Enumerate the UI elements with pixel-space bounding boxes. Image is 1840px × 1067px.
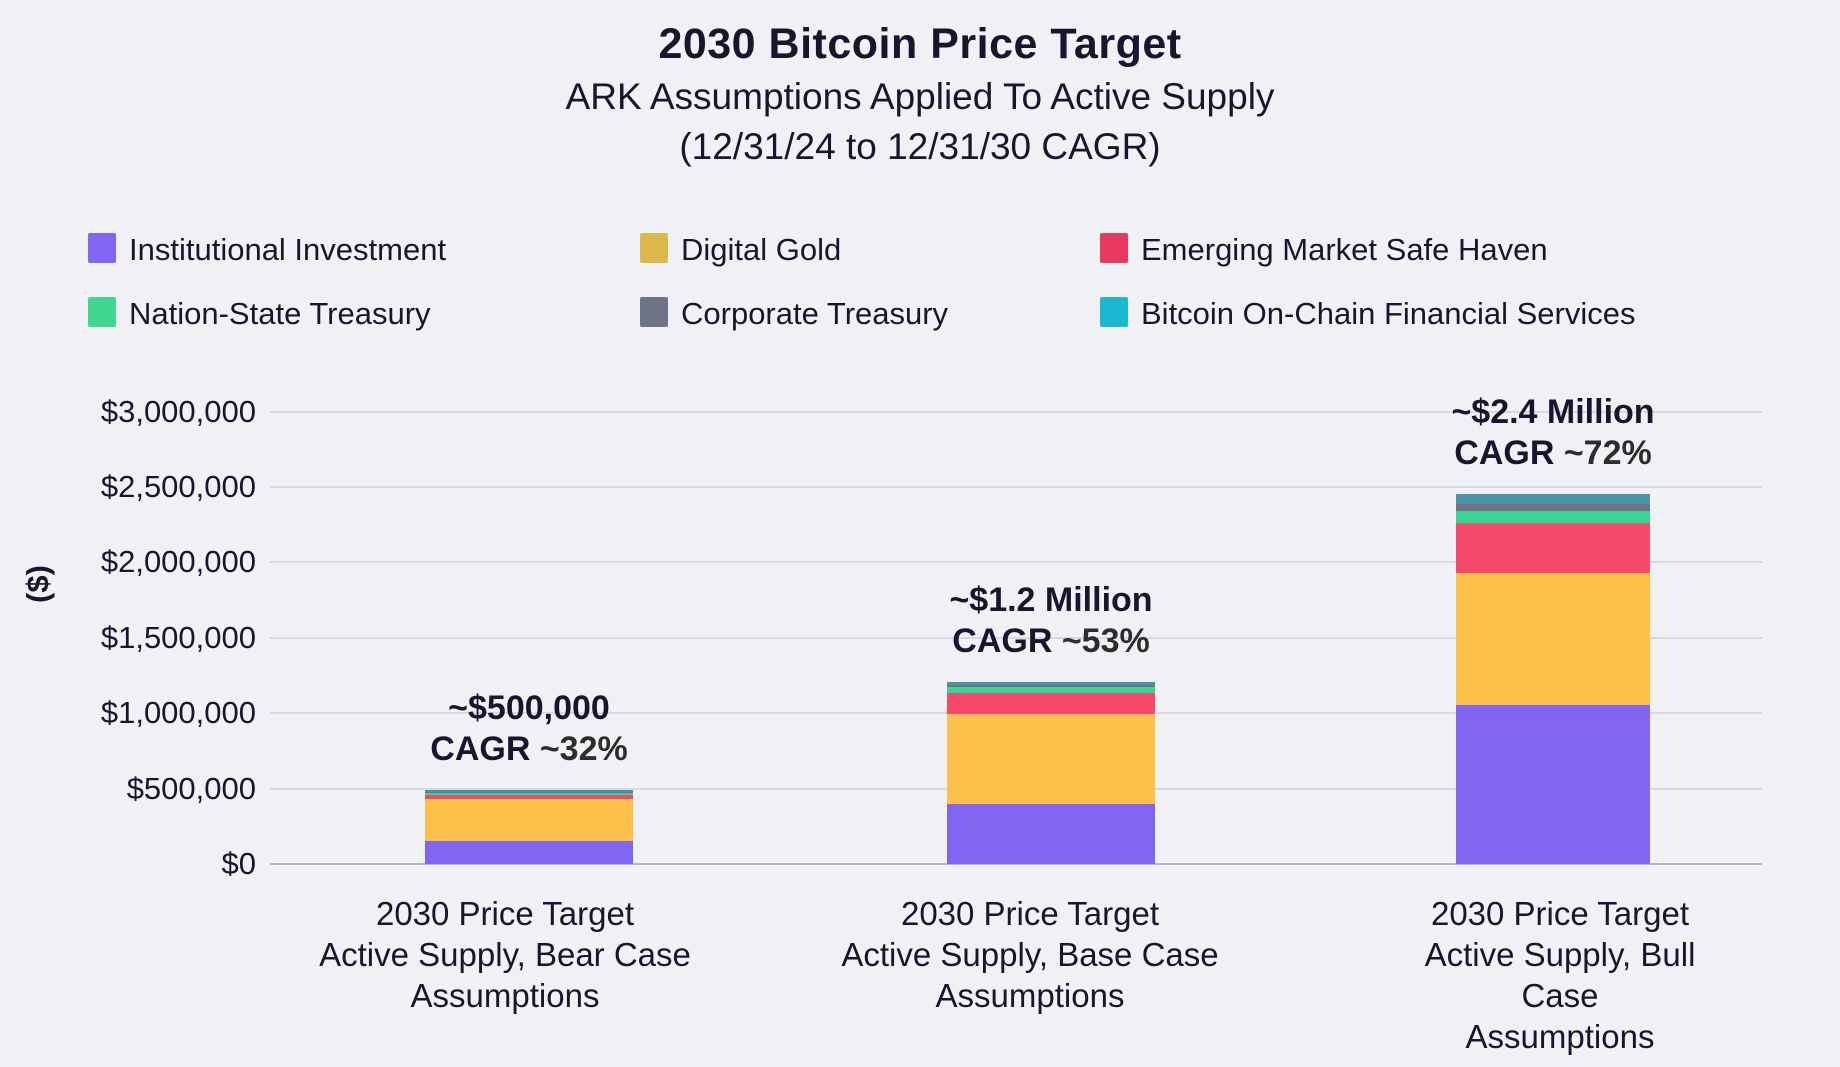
- y-tick-label: $0: [221, 846, 256, 881]
- y-tick-label: $1,500,000: [100, 619, 256, 655]
- bar-segment: [425, 789, 633, 793]
- y-tick-label: $3,000,000: [100, 393, 256, 429]
- x-axis-line: [270, 863, 1762, 865]
- annotation-total: ~$2.4 Million: [1451, 393, 1655, 432]
- legend-swatch-icon: [640, 233, 668, 263]
- bar-segment: [425, 799, 633, 841]
- legend-label: Institutional Investment: [129, 232, 447, 267]
- legend-label: Bitcoin On-Chain Financial Services: [1141, 296, 1636, 331]
- bar-segment: [1456, 523, 1650, 574]
- y-tick-label: $2,500,000: [100, 469, 256, 504]
- legend-swatch-icon: [640, 297, 668, 327]
- bar-segment: [425, 794, 633, 800]
- y-tick-label: $2,000,000: [100, 544, 256, 580]
- legend-label: Digital Gold: [681, 232, 842, 267]
- bar-segment: [425, 792, 633, 794]
- legend-swatch-icon: [88, 297, 116, 327]
- bar-annotation: ~$1.2 Million CAGR ~53%: [949, 580, 1152, 662]
- bar-annotation: ~$2.4 Million CAGR ~72%: [1451, 392, 1654, 474]
- bar-segment: [947, 803, 1155, 864]
- x-tick-label: 2030 Price Target Active Supply, Bear Ca…: [319, 895, 691, 1014]
- annotation-cagr: CAGR ~53%: [952, 622, 1150, 661]
- bar-segment: [425, 793, 633, 795]
- legend-label: Nation-State Treasury: [129, 296, 431, 331]
- annotation-cagr: CAGR ~72%: [1454, 434, 1652, 473]
- chart-subtitle-line2: (12/31/24 to 12/31/30 CAGR): [679, 126, 1161, 167]
- gridline: [270, 561, 1762, 564]
- bar-segment: [1456, 503, 1650, 511]
- gridline: [270, 410, 1762, 413]
- bar-segment: [425, 840, 633, 864]
- x-tick-label: 2030 Price Target Active Supply, Bull Ca…: [1424, 895, 1696, 1055]
- chart-subtitle-line1: ARK Assumptions Applied To Active Supply: [565, 76, 1275, 117]
- bar-segment: [947, 682, 1155, 686]
- bar-annotation: ~$500,000 CAGR ~32%: [430, 688, 627, 770]
- bar-segment: [947, 693, 1155, 714]
- legend-swatch-icon: [1100, 297, 1128, 327]
- gridline: [270, 636, 1762, 639]
- annotation-total: ~$500,000: [448, 688, 610, 727]
- bar-segment: [947, 713, 1155, 804]
- legend-label: Emerging Market Safe Haven: [1141, 232, 1548, 267]
- bar-segment: [1456, 510, 1650, 524]
- bar-segment: [1456, 494, 1650, 504]
- legend-swatch-icon: [1100, 233, 1128, 263]
- gridline: [270, 486, 1762, 488]
- legend-swatch-icon: [88, 233, 116, 263]
- bar-segment: [1456, 573, 1650, 705]
- annotation-total: ~$1.2 Million: [949, 581, 1153, 620]
- bar-segment: [1456, 704, 1650, 864]
- bar-segment: [947, 687, 1155, 694]
- y-tick-label: $500,000: [126, 770, 256, 806]
- bar-segment: [947, 685, 1155, 688]
- x-tick-label: 2030 Price Target Active Supply, Base Ca…: [841, 895, 1219, 1014]
- annotation-cagr: CAGR ~32%: [430, 729, 628, 768]
- y-tick-label: $1,000,000: [100, 695, 256, 731]
- legend-label: Corporate Treasury: [681, 296, 949, 331]
- chart-title: 2030 Bitcoin Price Target: [658, 20, 1182, 68]
